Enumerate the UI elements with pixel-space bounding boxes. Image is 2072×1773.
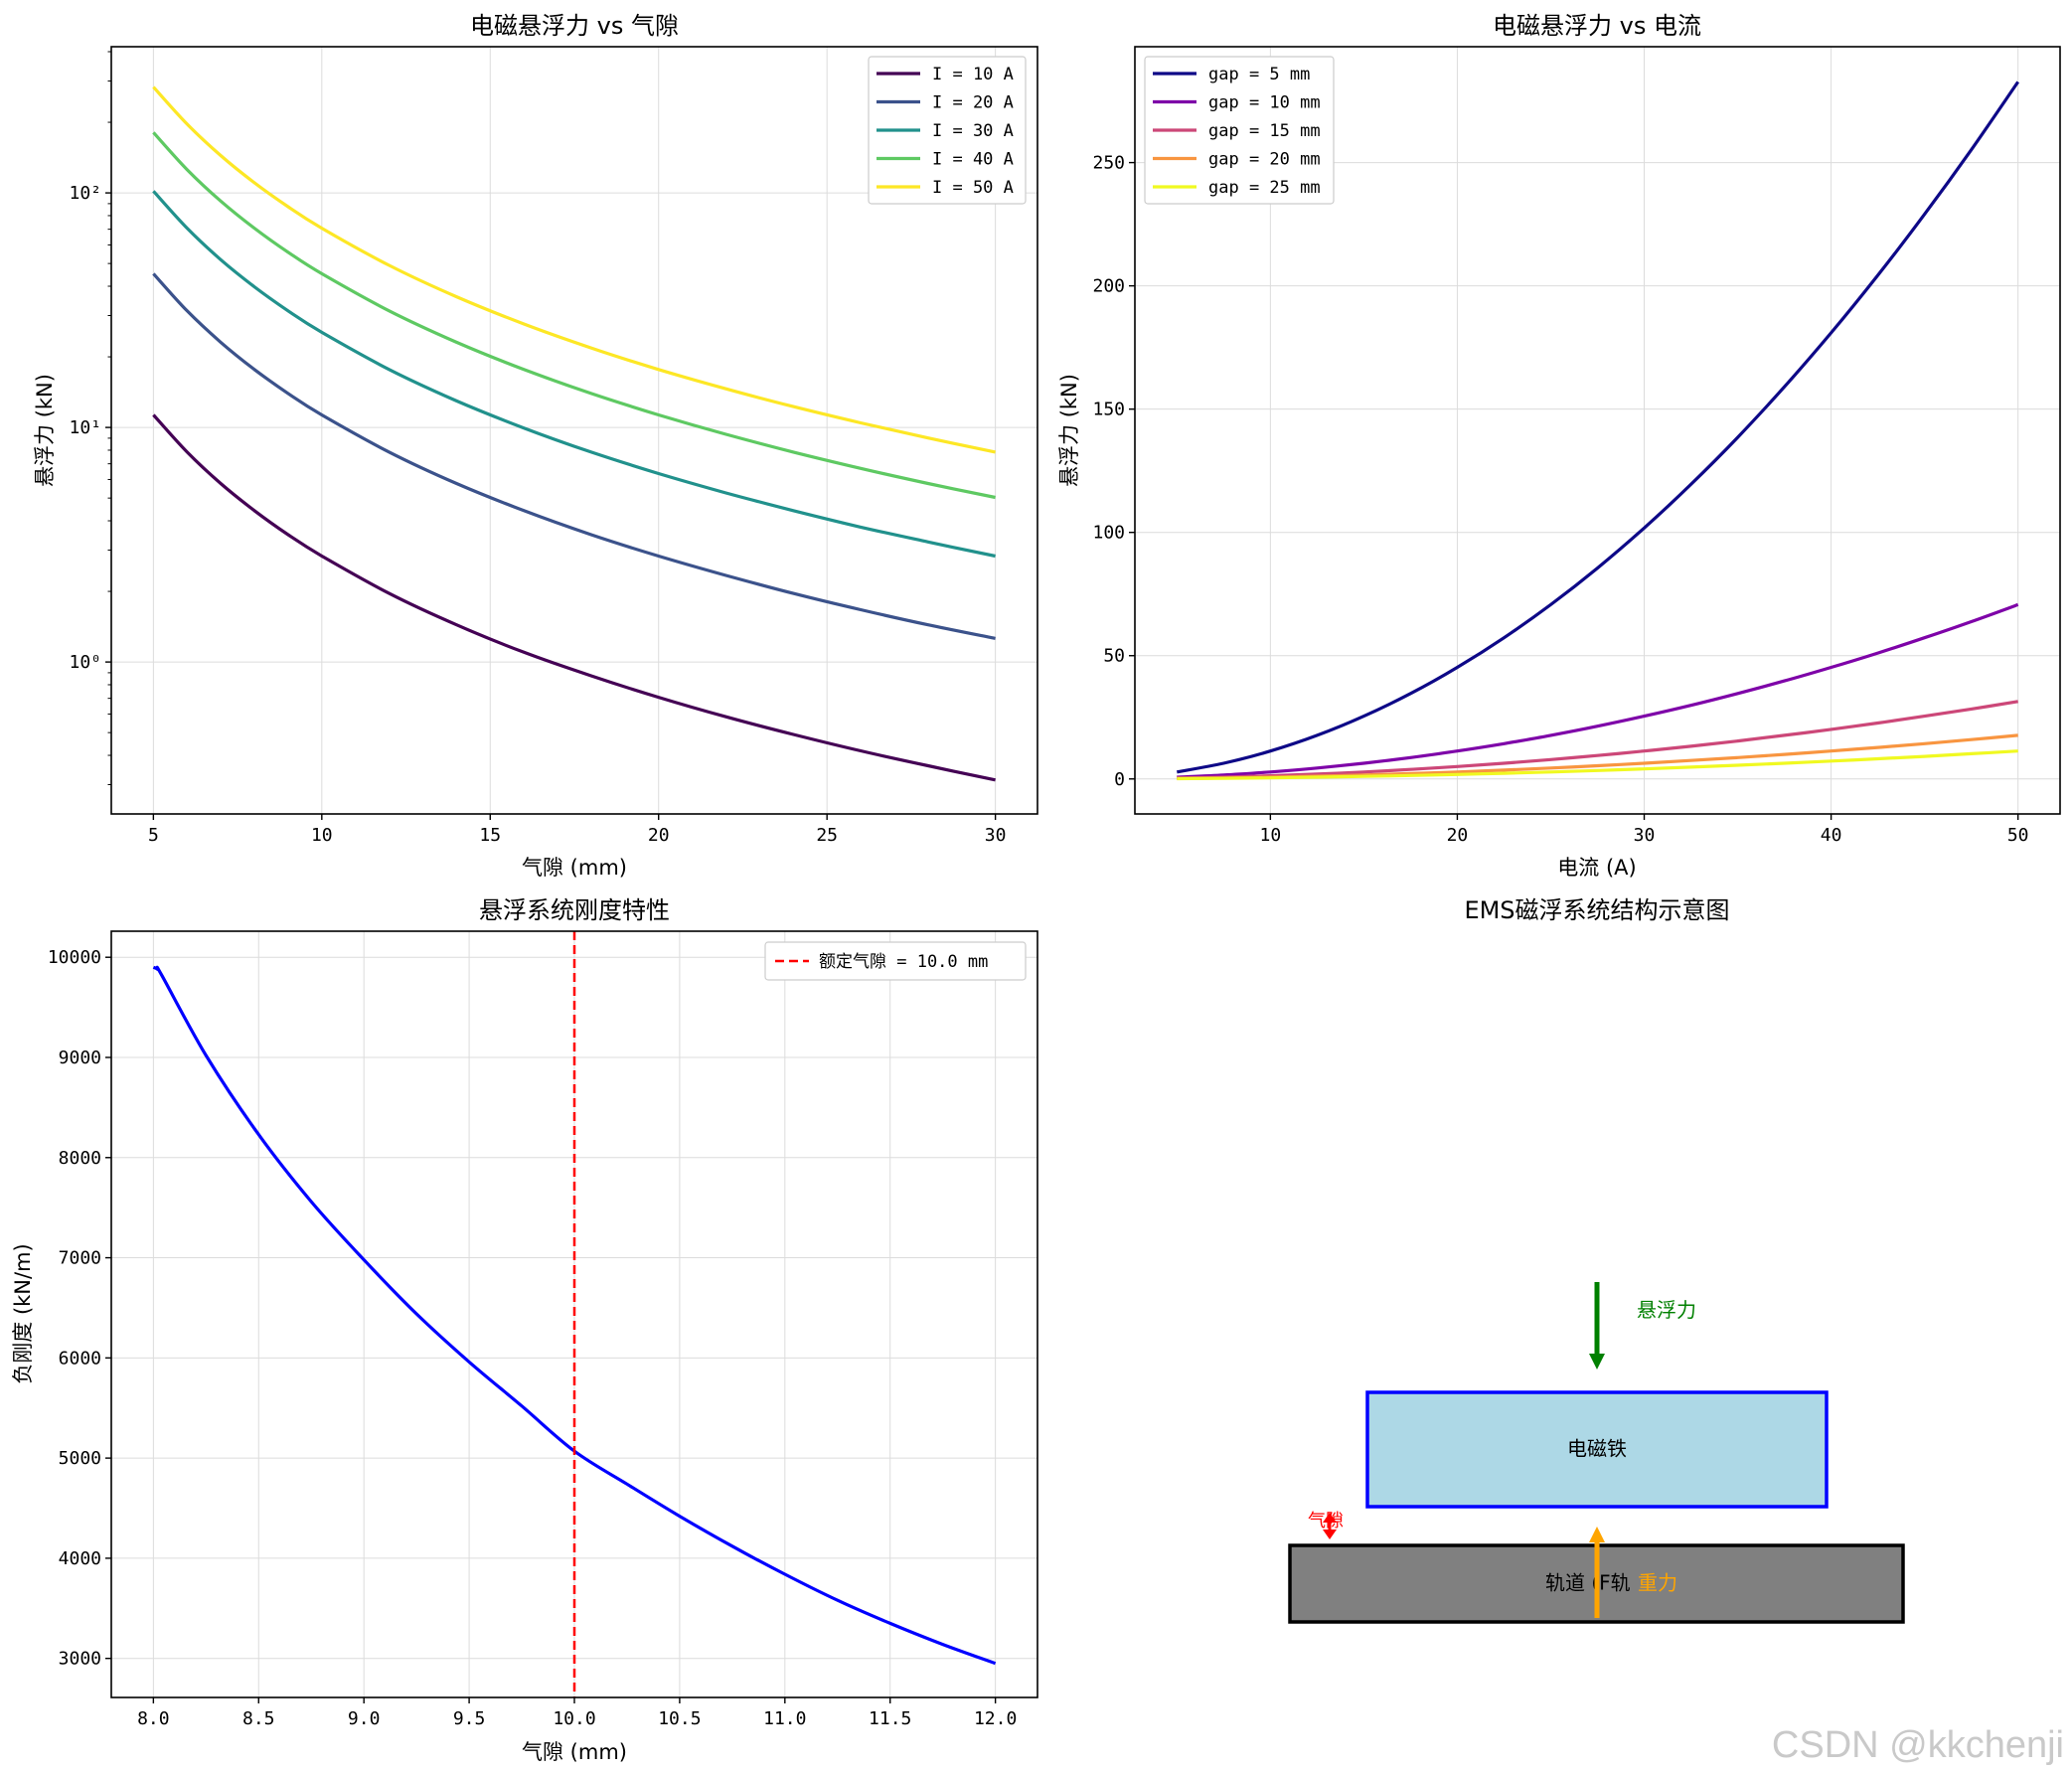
x-tick-label: 12.0 <box>974 1708 1017 1729</box>
panel-1-ticks: 5 10 15 20 25 30 10⁰ 10¹ 10² <box>69 51 1007 846</box>
series-line-2 <box>1177 602 2019 779</box>
y-tick-label: 5000 <box>59 1448 101 1469</box>
x-tick-label: 11.0 <box>763 1708 806 1729</box>
y-tick-label: 10⁰ <box>69 652 101 673</box>
panel-2-ticks: 10 20 30 40 50 0 50 100 150 200 250 <box>1092 153 2028 846</box>
x-tick-label: 30 <box>1634 825 1656 846</box>
panel-1-frame <box>110 46 1038 815</box>
y-tick-label: 4000 <box>59 1548 101 1569</box>
legend-label-3: I = 30 A <box>932 121 1014 141</box>
panel-2-series <box>1177 81 2020 781</box>
panel-2-grid <box>1135 47 2060 814</box>
y-tick-label: 10¹ <box>69 417 101 438</box>
y-tick-label: 7000 <box>59 1248 101 1269</box>
gravity-arrow-icon <box>1589 1527 1605 1542</box>
series-line-3 <box>1177 700 2018 780</box>
watermark: CSDN @kkchenji <box>1771 1724 2064 1766</box>
legend-label-rated-gap: 额定气隙 = 10.0 mm <box>819 952 988 972</box>
legend-label-1: gap = 5 mm <box>1208 65 1310 84</box>
x-tick-label: 10 <box>1260 825 1282 846</box>
panel-4-title: EMS磁浮系统结构示意图 <box>1464 896 1729 924</box>
x-tick-label: 10 <box>311 825 333 846</box>
x-tick-label: 9.5 <box>453 1708 486 1729</box>
legend-label-4: I = 40 A <box>932 150 1014 170</box>
panel-1-legend: I = 10 A I = 20 A I = 30 A I = 40 A I = 50 A <box>868 56 1027 205</box>
series-line-5 <box>1177 749 2018 781</box>
panel-2-title: 电磁悬浮力 vs 电流 <box>1493 12 1701 40</box>
panel-2-frame <box>1134 46 2061 815</box>
legend-label-1: I = 10 A <box>932 65 1014 84</box>
panel-2-legend: gap = 5 mm gap = 10 mm gap = 15 mm gap = 20… <box>1144 56 1335 205</box>
y-tick-label: 10² <box>69 183 101 204</box>
panel-3-title: 悬浮系统刚度特性 <box>479 896 670 924</box>
legend-label-2: I = 20 A <box>932 93 1014 113</box>
gap-label: 气隙 <box>1308 1511 1344 1531</box>
gap-arrow-down-icon <box>1323 1530 1337 1539</box>
x-tick-label: 10.5 <box>658 1708 701 1729</box>
panel-1-series <box>152 85 996 782</box>
panel-1-title: 电磁悬浮力 vs 气隙 <box>470 12 679 40</box>
legend-label-2: gap = 10 mm <box>1208 93 1321 113</box>
y-tick-label: 200 <box>1092 276 1125 297</box>
series-line-1 <box>1177 81 2020 774</box>
y-tick-label: 10000 <box>48 947 101 968</box>
y-tick-label: 9000 <box>59 1048 101 1068</box>
y-tick-label: 250 <box>1092 153 1125 174</box>
y-tick-label: 100 <box>1092 523 1125 544</box>
x-tick-label: 50 <box>2007 825 2029 846</box>
gap-arrow-up-icon <box>1323 1513 1337 1523</box>
series-line-3 <box>152 190 996 559</box>
x-tick-label: 25 <box>816 825 838 846</box>
electromagnet-label: 电磁铁 <box>1567 1437 1627 1461</box>
legend-label-4: gap = 20 mm <box>1208 150 1321 170</box>
panel-3-series <box>152 931 997 1697</box>
panel-3-ylabel: 负刚度 (kN/m) <box>11 1243 35 1383</box>
series-line-4 <box>152 131 996 500</box>
panel-3-ticks: 8.0 8.5 9.0 9.5 10.0 10.5 11.0 11.5 12.0 3000 4000… <box>48 947 1018 1729</box>
panel-1-ylabel: 悬浮力 (kN) <box>33 374 57 487</box>
panel-3-xlabel: 气隙 (mm) <box>522 1740 627 1764</box>
y-tick-label: 150 <box>1092 400 1125 420</box>
gravity-label: 重力 <box>1638 1571 1677 1595</box>
x-tick-label: 20 <box>648 825 670 846</box>
panel-2-ylabel: 悬浮力 (kN) <box>1057 374 1081 487</box>
x-tick-label: 8.5 <box>242 1708 275 1729</box>
x-tick-label: 10.0 <box>553 1708 595 1729</box>
x-tick-label: 11.5 <box>869 1708 911 1729</box>
x-tick-label: 30 <box>985 825 1007 846</box>
panel-3-legend: 额定气隙 = 10.0 mm <box>764 941 1027 981</box>
x-tick-label: 20 <box>1447 825 1469 846</box>
series-line-2 <box>152 272 996 640</box>
x-tick-label: 5 <box>148 825 159 846</box>
legend-label-5: gap = 25 mm <box>1208 178 1321 198</box>
series-line-1 <box>152 413 996 782</box>
x-tick-label: 40 <box>1821 825 1842 846</box>
legend-label-5: I = 50 A <box>932 178 1014 198</box>
panel-1-xlabel: 气隙 (mm) <box>522 856 627 880</box>
rail-label: 轨道 (F轨 <box>1545 1571 1631 1595</box>
x-tick-label: 15 <box>479 825 501 846</box>
panel-ems-diagram: EMS磁浮系统结构示意图 悬浮力 电磁铁 轨道 (F轨 重力 气隙 <box>1288 896 1905 1624</box>
y-tick-label: 50 <box>1103 646 1125 667</box>
series-line-1 <box>152 965 997 1666</box>
x-tick-label: 8.0 <box>137 1708 170 1729</box>
y-tick-label: 6000 <box>59 1348 101 1369</box>
levitation-arrow-icon <box>1589 1354 1605 1370</box>
electromagnet-block <box>1365 1390 1829 1509</box>
panel-force-vs-current: 电磁悬浮力 vs 电流 10 20 30 40 50 0 50 100 150 200 250 电流… <box>1057 12 2061 880</box>
legend-label-3: gap = 15 mm <box>1208 121 1321 141</box>
panel-3-frame <box>110 930 1038 1698</box>
panel-2-xlabel: 电流 (A) <box>1557 856 1636 880</box>
y-tick-label: 3000 <box>59 1649 101 1670</box>
panel-force-vs-gap: 电磁悬浮力 vs 气隙 5 10 15 20 25 30 10⁰ 10¹ 10² 气隙 (mm)… <box>33 12 1038 880</box>
panel-stiffness: 悬浮系统刚度特性 8.0 8.5 9.0 9.5 10.0 10.5 11.0 11.5 12.… <box>11 896 1038 1764</box>
y-tick-label: 8000 <box>59 1148 101 1169</box>
levitation-label: 悬浮力 <box>1637 1298 1696 1322</box>
y-tick-label: 0 <box>1114 769 1125 790</box>
series-line-5 <box>152 85 996 454</box>
x-tick-label: 9.0 <box>348 1708 381 1729</box>
panel-3-grid <box>111 931 1037 1697</box>
